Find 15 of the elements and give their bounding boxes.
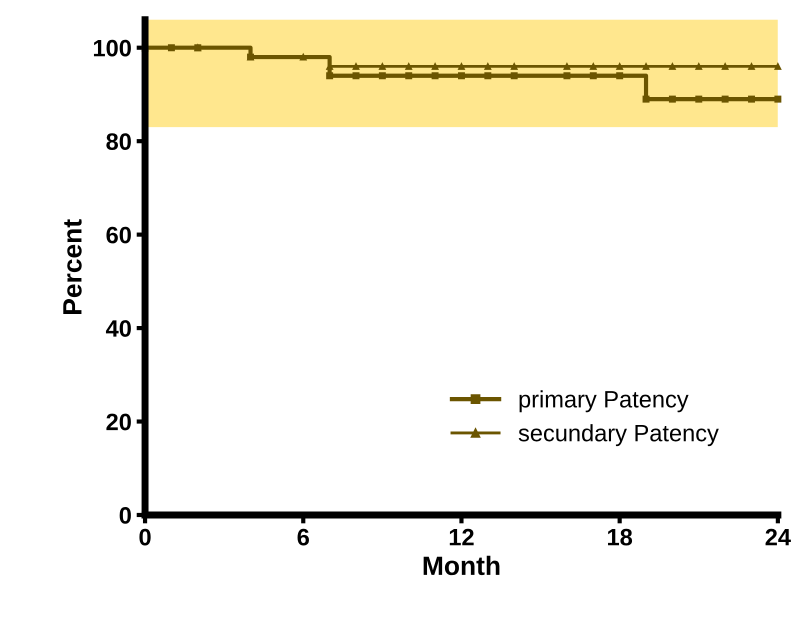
x-tick-label: 0 <box>139 528 151 546</box>
x-tick-label: 18 <box>608 528 632 546</box>
y-tick-label: 60 <box>106 226 131 244</box>
y-tick-label: 0 <box>120 507 131 524</box>
x-tick-label: 12 <box>450 528 474 546</box>
legend-label: secundary Patency <box>518 424 719 446</box>
legend-label: primary Patency <box>520 390 689 412</box>
y-tick-label: 20 <box>106 414 131 430</box>
y-tick-label: 80 <box>106 133 131 150</box>
y-axis-title: Percent <box>63 219 82 314</box>
x-axis-title: Month <box>424 556 500 576</box>
x-tick-label: 24 <box>766 528 791 546</box>
y-tick-label: 100 <box>94 40 131 57</box>
y-tick-label: 40 <box>106 320 131 337</box>
x-tick-label: 6 <box>298 528 309 546</box>
